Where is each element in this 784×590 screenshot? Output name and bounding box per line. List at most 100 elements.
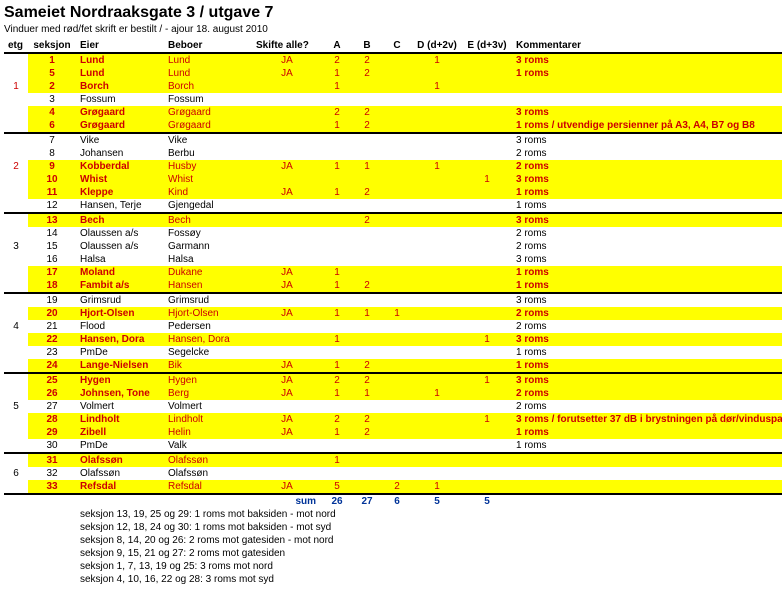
table-row: 31OlafssønOlafssøn1 <box>4 453 782 467</box>
cell <box>412 199 462 213</box>
cell <box>322 320 352 333</box>
cell <box>412 279 462 293</box>
cell <box>382 266 412 279</box>
col-skifte: Skifte alle? <box>252 39 322 53</box>
cell: 23 <box>28 346 76 359</box>
cell: Fambit a/s <box>76 279 164 293</box>
cell: 1 <box>322 359 352 373</box>
cell <box>4 227 28 240</box>
cell <box>322 133 352 147</box>
cell: Hansen, Terje <box>76 199 164 213</box>
cell <box>252 467 322 480</box>
cell: JA <box>252 426 322 439</box>
cell: 2 roms <box>512 387 782 400</box>
table-row: 14Olaussen a/sFossøy2 roms <box>4 227 782 240</box>
cell: Pedersen <box>164 320 252 333</box>
cell <box>322 253 352 266</box>
cell: 2 <box>28 80 76 93</box>
cell <box>352 293 382 307</box>
cell <box>382 119 412 133</box>
cell <box>462 106 512 119</box>
sum-e: 5 <box>462 494 512 508</box>
cell: Berg <box>164 387 252 400</box>
cell: Lund <box>76 67 164 80</box>
cell: Moland <box>76 266 164 279</box>
cell <box>382 426 412 439</box>
cell <box>252 439 322 453</box>
cell: 2 <box>352 279 382 293</box>
cell: 1 <box>462 173 512 186</box>
cell <box>512 453 782 467</box>
cell: 1 <box>322 266 352 279</box>
cell: 3 roms / forutsetter 37 dB i brystningen… <box>512 413 782 426</box>
sum-label: sum <box>252 494 322 508</box>
cell: 26 <box>28 387 76 400</box>
cell <box>382 133 412 147</box>
cell: 29 <box>28 426 76 439</box>
table-row: 10WhistWhist13 roms <box>4 173 782 186</box>
cell <box>382 453 412 467</box>
cell <box>4 106 28 119</box>
cell <box>512 80 782 93</box>
cell <box>462 266 512 279</box>
cell: Lindholt <box>76 413 164 426</box>
note-text: seksjon 1, 7, 13, 19 og 25: 3 roms mot n… <box>76 560 782 573</box>
cell: 3 roms <box>512 106 782 119</box>
cell: Berbu <box>164 147 252 160</box>
table-row: 25HygenHygenJA2213 roms <box>4 373 782 387</box>
cell: 3 <box>28 93 76 106</box>
cell: 28 <box>28 413 76 426</box>
cell <box>382 106 412 119</box>
cell: 1 <box>322 279 352 293</box>
cell <box>352 439 382 453</box>
cell <box>382 67 412 80</box>
cell: 3 roms <box>512 173 782 186</box>
cell <box>412 373 462 387</box>
col-eier: Eier <box>76 39 164 53</box>
cell: 8 <box>28 147 76 160</box>
cell: 1 <box>322 307 352 320</box>
cell: JA <box>252 307 322 320</box>
cell: Lund <box>164 67 252 80</box>
cell <box>412 266 462 279</box>
cell <box>352 80 382 93</box>
cell <box>252 453 322 467</box>
cell <box>512 93 782 106</box>
cell: Olaussen a/s <box>76 240 164 253</box>
cell <box>462 387 512 400</box>
cell <box>412 119 462 133</box>
cell: 1 roms / utvendige persienner på A3, A4,… <box>512 119 782 133</box>
cell: 2 <box>352 106 382 119</box>
cell: 2 roms <box>512 240 782 253</box>
cell: Whist <box>76 173 164 186</box>
cell <box>4 199 28 213</box>
cell <box>352 320 382 333</box>
cell <box>462 147 512 160</box>
cell <box>462 80 512 93</box>
cell: Hjort-Olsen <box>76 307 164 320</box>
cell: 1 roms <box>512 279 782 293</box>
cell <box>462 213 512 227</box>
cell: Husby <box>164 160 252 173</box>
col-e: E (d+3v) <box>462 39 512 53</box>
cell <box>382 93 412 106</box>
cell: Refsdal <box>164 480 252 494</box>
cell <box>4 333 28 346</box>
cell <box>462 400 512 413</box>
cell: 4 <box>28 106 76 119</box>
cell: 3 roms <box>512 213 782 227</box>
cell <box>412 93 462 106</box>
cell <box>322 467 352 480</box>
cell <box>322 400 352 413</box>
header-row: etg seksjon Eier Beboer Skifte alle? A B… <box>4 39 782 53</box>
cell: 1 <box>462 373 512 387</box>
table-row: 7VikeVike3 roms <box>4 133 782 147</box>
cell: JA <box>252 279 322 293</box>
cell <box>412 359 462 373</box>
table-row: 632OlafssønOlafssøn <box>4 467 782 480</box>
cell <box>412 213 462 227</box>
table-row: 19GrimsrudGrimsrud3 roms <box>4 293 782 307</box>
cell <box>4 480 28 494</box>
cell <box>322 227 352 240</box>
cell: Garmann <box>164 240 252 253</box>
